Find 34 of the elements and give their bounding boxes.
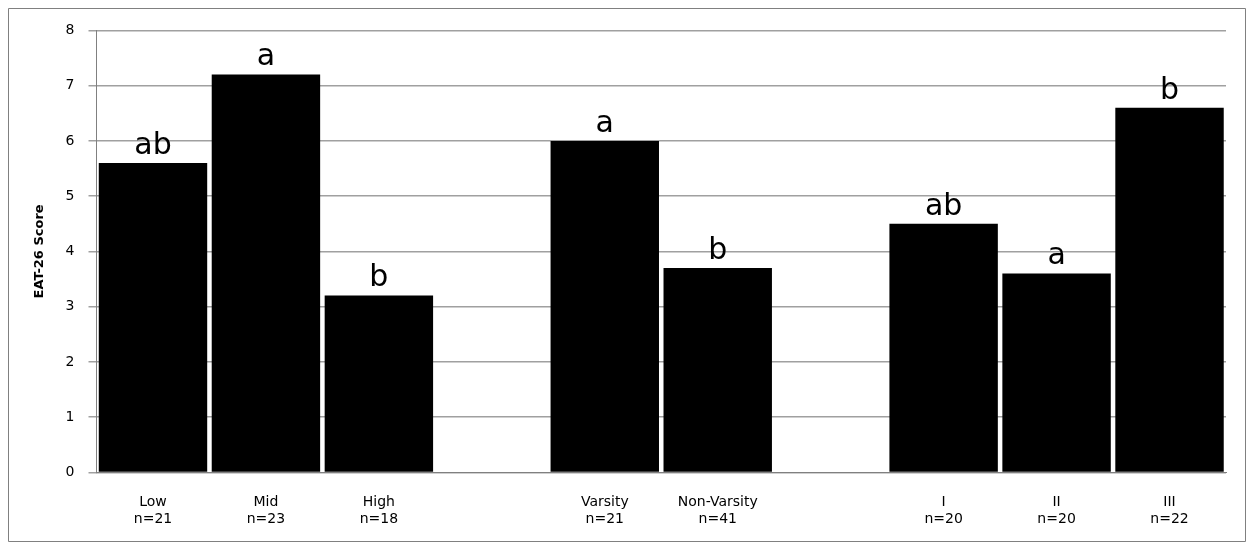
annotation: b	[708, 230, 728, 266]
y-tick-label: 6	[65, 131, 75, 148]
y-tick-label: 7	[65, 76, 75, 93]
x-tick-label: I n=20	[924, 493, 963, 527]
annotation: a	[595, 103, 614, 139]
annotation: ab	[134, 125, 172, 161]
y-axis-title: EAT-26 Score	[31, 204, 47, 299]
bar	[1115, 107, 1224, 472]
bar	[324, 295, 434, 472]
bar	[889, 223, 998, 472]
bar	[663, 267, 772, 472]
bar	[550, 140, 659, 472]
x-tick-label: II n=20	[1037, 493, 1076, 527]
bar	[98, 163, 208, 472]
x-tick-label: III n=22	[1150, 493, 1189, 527]
y-tick-label: 5	[65, 186, 75, 203]
annotation: b	[369, 258, 389, 294]
bar	[1002, 273, 1111, 472]
annotation: a	[256, 37, 276, 73]
annotation: b	[1160, 70, 1180, 106]
bar	[211, 74, 321, 472]
x-tick-label: Varsity n=21	[580, 493, 629, 527]
y-tick-label: 3	[65, 297, 75, 314]
y-tick-label: 4	[65, 242, 75, 259]
x-tick-label: Mid n=23	[246, 493, 286, 527]
annotation: a	[1047, 236, 1066, 272]
y-tick-label: 2	[65, 352, 75, 369]
annotation: ab	[924, 186, 963, 222]
y-tick-label: 1	[65, 407, 75, 424]
x-tick-label: High n=18	[359, 493, 399, 527]
x-tick-label: Low n=21	[133, 493, 173, 527]
y-tick-label: 0	[65, 463, 75, 480]
y-tick-label: 8	[65, 21, 75, 38]
x-tick-label: Non-Varsity n=41	[677, 493, 758, 527]
